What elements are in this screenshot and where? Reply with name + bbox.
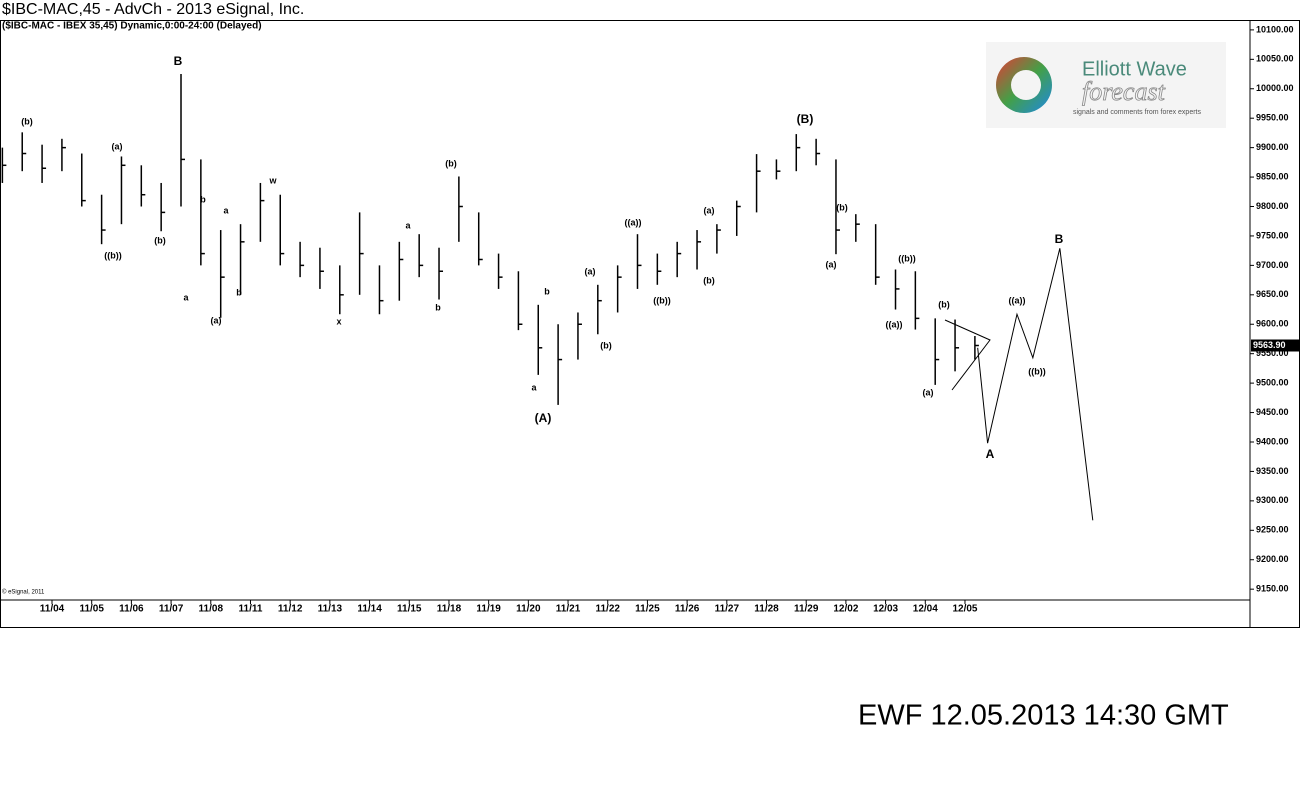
x-tick-label: 11/21 bbox=[556, 604, 581, 615]
y-tick-label: 9650.00 bbox=[1256, 289, 1289, 299]
wave-label: (b) bbox=[154, 235, 166, 245]
wave-label: w bbox=[268, 175, 277, 185]
x-tick-label: 11/28 bbox=[754, 604, 779, 615]
footer: EWF 12.05.2013 14:30 GMT bbox=[858, 700, 1229, 732]
logo: Elliott Wave forecast signals and commen… bbox=[986, 42, 1226, 128]
logo-title: Elliott Wave bbox=[1082, 58, 1187, 80]
x-tick-label: 11/26 bbox=[675, 604, 700, 615]
projection-line bbox=[977, 248, 1094, 521]
y-tick-label: 9750.00 bbox=[1256, 230, 1289, 240]
x-tick-label: 11/14 bbox=[357, 604, 382, 615]
wave-label: (a) bbox=[112, 141, 123, 151]
y-tick-label: 9850.00 bbox=[1256, 171, 1289, 181]
wave-label: ((b)) bbox=[653, 295, 671, 305]
wave-label: a bbox=[223, 205, 229, 215]
y-tick-label: 9900.00 bbox=[1256, 142, 1289, 152]
last-price-box bbox=[1251, 339, 1299, 352]
copyright: © eSignal, 2011 bbox=[2, 589, 45, 596]
y-tick-label: 10050.00 bbox=[1256, 54, 1294, 64]
y-tick-label: 9200.00 bbox=[1256, 554, 1289, 564]
y-tick-label: 9250.00 bbox=[1256, 525, 1289, 535]
wave-label: (a) bbox=[211, 315, 222, 325]
y-tick-label: 9300.00 bbox=[1256, 495, 1289, 505]
x-tick-label: 11/12 bbox=[278, 604, 303, 615]
wave-label: B bbox=[1055, 232, 1064, 246]
logo-tagline: signals and comments from forex experts bbox=[1073, 109, 1201, 116]
wave-label: (B) bbox=[797, 112, 814, 126]
wave-label: (a) bbox=[826, 259, 837, 269]
y-tick-label: 9400.00 bbox=[1256, 436, 1289, 446]
x-tick-label: 12/05 bbox=[952, 604, 977, 615]
wave-label: ((b)) bbox=[898, 253, 916, 263]
wave-label: a bbox=[183, 292, 189, 302]
y-tick-label: 9500.00 bbox=[1256, 377, 1289, 387]
wave-label: (A) bbox=[535, 411, 552, 425]
wave-label: ((a)) bbox=[1009, 295, 1026, 305]
wave-label: ((b)) bbox=[104, 250, 122, 260]
y-tick-label: 10000.00 bbox=[1256, 83, 1294, 93]
chart-title: $IBC-MAC,45 - AdvCh - 2013 eSignal, Inc. bbox=[2, 1, 304, 18]
x-tick-label: 12/02 bbox=[833, 604, 858, 615]
wave-label: A bbox=[986, 447, 995, 461]
last-price-label: 9563.90 bbox=[1253, 340, 1286, 350]
wave-label: (b) bbox=[938, 299, 950, 309]
wave-label: b bbox=[435, 302, 441, 312]
wave-label: (b) bbox=[703, 275, 715, 285]
wave-label: a bbox=[531, 382, 537, 392]
wave-label: (b) bbox=[445, 158, 457, 168]
x-tick-label: 12/04 bbox=[913, 604, 938, 615]
x-tick-label: 11/25 bbox=[635, 604, 660, 615]
x-tick-label: 11/15 bbox=[397, 604, 422, 615]
wave-label: ((a)) bbox=[625, 217, 642, 227]
y-tick-label: 10100.00 bbox=[1256, 24, 1294, 34]
y-tick-label: 9950.00 bbox=[1256, 113, 1289, 123]
wave-label: (a) bbox=[704, 205, 715, 215]
wave-label: b bbox=[200, 194, 206, 204]
triangle-annotation bbox=[944, 319, 991, 391]
wave-label: (b) bbox=[836, 202, 848, 212]
y-tick-label: 9150.00 bbox=[1256, 584, 1289, 594]
x-tick-label: 11/18 bbox=[437, 604, 462, 615]
wave-label: (a) bbox=[923, 387, 934, 397]
y-tick-label: 9600.00 bbox=[1256, 319, 1289, 329]
wave-label: x bbox=[336, 316, 341, 326]
x-tick-label: 11/05 bbox=[79, 604, 104, 615]
wave-label: (b) bbox=[21, 116, 33, 126]
wave-label: b bbox=[544, 286, 550, 296]
wave-label: (a) bbox=[585, 266, 596, 276]
x-tick-label: 11/22 bbox=[595, 604, 620, 615]
x-tick-label: 11/19 bbox=[476, 604, 501, 615]
x-tick-label: 11/11 bbox=[239, 604, 263, 615]
y-tick-label: 9800.00 bbox=[1256, 201, 1289, 211]
wave-label: B bbox=[174, 54, 183, 68]
y-tick-label: 9350.00 bbox=[1256, 466, 1289, 476]
y-tick-label: 9550.00 bbox=[1256, 348, 1289, 358]
wave-label: (b) bbox=[600, 340, 612, 350]
y-tick-label: 9700.00 bbox=[1256, 260, 1289, 270]
wave-label: ((b)) bbox=[1028, 366, 1046, 376]
logo-subtitle: forecast bbox=[1082, 77, 1166, 106]
logo-mark-inner bbox=[1011, 70, 1041, 100]
wave-label: a bbox=[405, 220, 411, 230]
x-tick-label: 11/06 bbox=[119, 604, 144, 615]
x-tick-label: 11/08 bbox=[199, 604, 224, 615]
x-tick-label: 11/13 bbox=[318, 604, 343, 615]
x-tick-label: 11/20 bbox=[516, 604, 541, 615]
wave-label: ((a)) bbox=[886, 319, 903, 329]
x-tick-label: 11/07 bbox=[159, 604, 184, 615]
x-tick-label: 11/27 bbox=[715, 604, 740, 615]
wave-label: b bbox=[236, 287, 242, 297]
y-tick-label: 9450.00 bbox=[1256, 407, 1289, 417]
x-tick-label: 11/29 bbox=[794, 604, 819, 615]
x-tick-label: 11/04 bbox=[40, 604, 65, 615]
x-tick-label: 12/03 bbox=[873, 604, 898, 615]
chart-subtitle: ($IBC-MAC - IBEX 35,45) Dynamic,0:00-24:… bbox=[2, 21, 262, 32]
